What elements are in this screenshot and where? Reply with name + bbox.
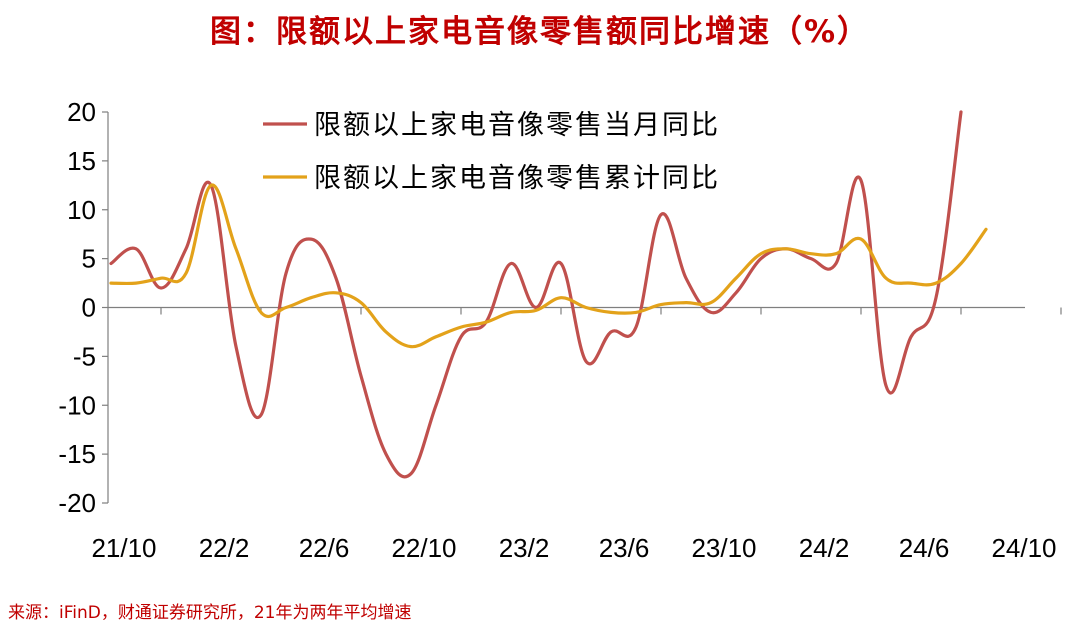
y-tick-label: 15	[67, 146, 96, 176]
x-tick-label: 22/2	[199, 533, 250, 563]
y-tick-label: 0	[82, 293, 96, 323]
x-tick-label: 21/10	[91, 533, 156, 563]
x-tick-label: 24/2	[799, 533, 850, 563]
legend-label: 限额以上家电音像零售当月同比	[314, 110, 720, 141]
y-tick-label: -20	[58, 488, 96, 518]
x-tick-label: 23/6	[599, 533, 650, 563]
series-line-monthly	[109, 110, 963, 479]
x-tick-label: 24/6	[899, 533, 950, 563]
series-line-cumulative	[109, 183, 988, 349]
legend-label: 限额以上家电音像零售累计同比	[314, 163, 720, 194]
chart-title: 图：限额以上家电音像零售额同比增速（%）	[209, 14, 871, 50]
y-tick-label: 20	[67, 97, 96, 127]
y-tick-label: 10	[67, 195, 96, 225]
y-tick-label: -15	[58, 439, 96, 469]
x-tick-label: 22/10	[391, 533, 456, 563]
x-tick-label: 22/6	[299, 533, 350, 563]
y-tick-label: -10	[58, 390, 96, 420]
chart-axes: 20 15 10 5 0 -5 -10 -15 -20 21/10 22/2 22/6 22/10 23/…	[58, 97, 1062, 563]
x-tick-label: 24/10	[991, 533, 1056, 563]
y-tick-label: 5	[82, 244, 96, 274]
x-tick-label: 23/2	[499, 533, 550, 563]
x-tick-label: 23/10	[691, 533, 756, 563]
y-tick-label: -5	[73, 341, 96, 371]
chart-lines	[109, 110, 988, 479]
source-note: 来源：iFinD，财通证券研究所，21年为两年平均增速	[8, 603, 412, 623]
